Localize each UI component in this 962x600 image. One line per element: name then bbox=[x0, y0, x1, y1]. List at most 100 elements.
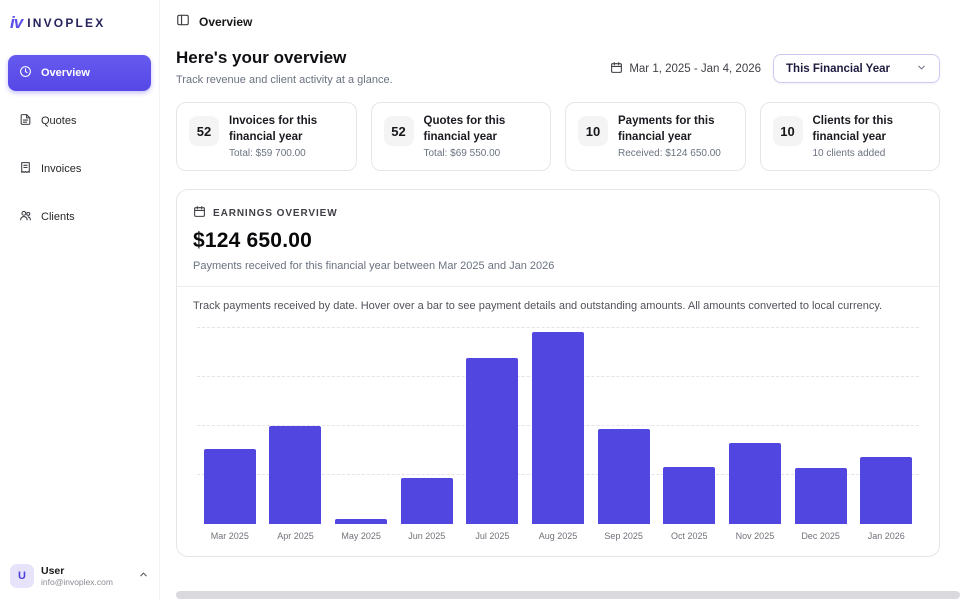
stat-value-badge: 10 bbox=[578, 116, 608, 146]
x-axis-label: May 2025 bbox=[341, 531, 381, 542]
stat-text: Payments for this financial year Receive… bbox=[618, 114, 733, 159]
calendar-icon bbox=[193, 205, 206, 221]
logo-text: invoplex bbox=[27, 16, 106, 30]
sidebar-item-label: Clients bbox=[41, 211, 75, 223]
sidebar-item-clients[interactable]: Clients bbox=[8, 199, 151, 235]
users-icon bbox=[19, 209, 32, 225]
chart-column bbox=[460, 328, 526, 525]
stat-detail: Total: $69 550.00 bbox=[423, 148, 501, 160]
x-axis-label: Jul 2025 bbox=[475, 531, 510, 542]
stat-title: Quotes for this financial year bbox=[423, 115, 506, 143]
stat-card-clients[interactable]: 10 Clients for this financial year 10 cl… bbox=[759, 102, 940, 172]
stat-text: Invoices for this financial year Total: … bbox=[229, 114, 344, 159]
user-name: User bbox=[41, 564, 65, 577]
stat-value-badge: 52 bbox=[189, 116, 219, 146]
chart-column bbox=[656, 328, 722, 525]
page-content: Here's your overview Track revenue and c… bbox=[160, 44, 962, 600]
gridline bbox=[197, 327, 919, 329]
stat-card-quotes[interactable]: 52 Quotes for this financial year Total:… bbox=[370, 102, 551, 172]
chart-column bbox=[722, 328, 788, 525]
sidebar-item-label: Invoices bbox=[41, 163, 82, 175]
stat-detail: Total: $59 700.00 bbox=[229, 148, 306, 160]
app-logo: iv invoplex bbox=[0, 0, 159, 47]
earnings-amount: $124 650.00 bbox=[193, 229, 312, 253]
sidebar-nav: Overview Quotes Invoices Clients bbox=[0, 47, 159, 235]
overview-subtitle: Track revenue and client activity at a g… bbox=[176, 74, 393, 86]
x-axis-label: Sep 2025 bbox=[604, 531, 643, 542]
bar-may-2025[interactable] bbox=[335, 518, 388, 525]
chart-column bbox=[263, 328, 329, 525]
stat-card-payments[interactable]: 10 Payments for this financial year Rece… bbox=[565, 102, 746, 172]
bar-dec-2025[interactable] bbox=[794, 467, 847, 525]
x-axis-label: Nov 2025 bbox=[735, 531, 775, 542]
bar-aug-2025[interactable] bbox=[532, 331, 585, 525]
sidebar-item-label: Overview bbox=[41, 67, 90, 79]
x-axis-label: Mar 2025 bbox=[210, 531, 249, 542]
stat-card-invoices[interactable]: 52 Invoices for this financial year Tota… bbox=[176, 102, 357, 172]
divider bbox=[177, 286, 939, 288]
date-range-text: Mar 1, 2025 - Jan 4, 2026 bbox=[629, 62, 762, 75]
stat-text: Quotes for this financial year Total: $6… bbox=[424, 114, 539, 159]
user-email: info@invoplex.com bbox=[41, 577, 113, 588]
stat-cards: 52 Invoices for this financial year Tota… bbox=[176, 102, 940, 172]
bar-nov-2025[interactable] bbox=[728, 442, 781, 525]
page-title: Overview bbox=[199, 15, 253, 29]
stat-detail: 10 clients added bbox=[812, 148, 886, 160]
chart-column bbox=[591, 328, 657, 525]
chevron-down-icon bbox=[916, 62, 927, 76]
earnings-label: EARNINGS OVERVIEW bbox=[213, 207, 338, 219]
horizontal-scrollbar[interactable] bbox=[176, 591, 960, 599]
earnings-bar-chart bbox=[197, 327, 919, 525]
sidebar-spacer bbox=[0, 235, 159, 554]
sidebar-item-label: Quotes bbox=[41, 115, 77, 127]
stat-value-badge: 52 bbox=[383, 116, 414, 146]
sidebar: iv invoplex Overview Quotes Invoices bbox=[0, 0, 160, 600]
stat-text: Clients for this financial year 10 clien… bbox=[813, 114, 928, 159]
bar-jul-2025[interactable] bbox=[466, 358, 519, 525]
topbar: Overview bbox=[160, 0, 962, 44]
period-select[interactable]: This Financial Year bbox=[773, 54, 940, 83]
x-axis-label: Apr 2025 bbox=[277, 531, 314, 542]
x-axis-label: Aug 2025 bbox=[538, 531, 578, 542]
user-menu[interactable]: U User info@invoplex.com bbox=[0, 554, 159, 600]
bar-sep-2025[interactable] bbox=[597, 429, 650, 525]
stat-value-badge: 10 bbox=[772, 116, 803, 146]
bar-jun-2025[interactable] bbox=[400, 478, 453, 525]
bar-oct-2025[interactable] bbox=[663, 466, 716, 525]
bar-apr-2025[interactable] bbox=[269, 426, 322, 525]
user-avatar: U bbox=[10, 564, 34, 588]
stat-detail: Received: $124 650.00 bbox=[618, 148, 721, 160]
earnings-header: EARNINGS OVERVIEW $124 650.00 Payments r… bbox=[177, 190, 939, 286]
x-axis-label: Oct 2025 bbox=[671, 531, 708, 542]
chart-description: Track payments received by date. Hover o… bbox=[193, 300, 883, 313]
chevron-up-icon[interactable] bbox=[138, 567, 149, 585]
chart-bars bbox=[197, 328, 919, 525]
chart-column bbox=[788, 328, 854, 525]
logo-mark: iv bbox=[10, 13, 23, 32]
bar-mar-2025[interactable] bbox=[203, 449, 256, 525]
chart-column bbox=[197, 328, 263, 525]
stat-title: Invoices for this financial year bbox=[229, 115, 318, 143]
main-area: Overview Here's your overview Track reve… bbox=[160, 0, 962, 600]
earnings-subtitle: Payments received for this financial yea… bbox=[193, 260, 555, 273]
panel-left-icon[interactable] bbox=[176, 13, 190, 32]
x-axis-label: Jun 2025 bbox=[408, 531, 446, 542]
sidebar-item-quotes[interactable]: Quotes bbox=[8, 103, 151, 139]
x-axis-label: Dec 2025 bbox=[801, 531, 840, 542]
bar-jan-2026[interactable] bbox=[860, 456, 913, 525]
overview-header: Here's your overview Track revenue and c… bbox=[176, 48, 940, 86]
date-range: Mar 1, 2025 - Jan 4, 2026 bbox=[610, 61, 761, 77]
overview-controls: Mar 1, 2025 - Jan 4, 2026 This Financial… bbox=[610, 54, 940, 83]
x-axis-label: Jan 2026 bbox=[867, 531, 905, 542]
chart-column bbox=[525, 328, 591, 525]
chart-column bbox=[394, 328, 460, 525]
stat-title: Payments for this financial year bbox=[618, 115, 715, 143]
overview-title: Here's your overview bbox=[176, 48, 347, 67]
x-axis-labels: Mar 2025 Apr 2025 May 2025 Jun 2025 Jul 2025… bbox=[197, 531, 919, 541]
sidebar-item-invoices[interactable]: Invoices bbox=[8, 151, 151, 187]
sidebar-item-overview[interactable]: Overview bbox=[8, 55, 151, 91]
period-select-value: This Financial Year bbox=[786, 62, 890, 75]
earnings-label-row: EARNINGS OVERVIEW bbox=[193, 205, 923, 221]
quote-document-icon bbox=[19, 113, 32, 129]
